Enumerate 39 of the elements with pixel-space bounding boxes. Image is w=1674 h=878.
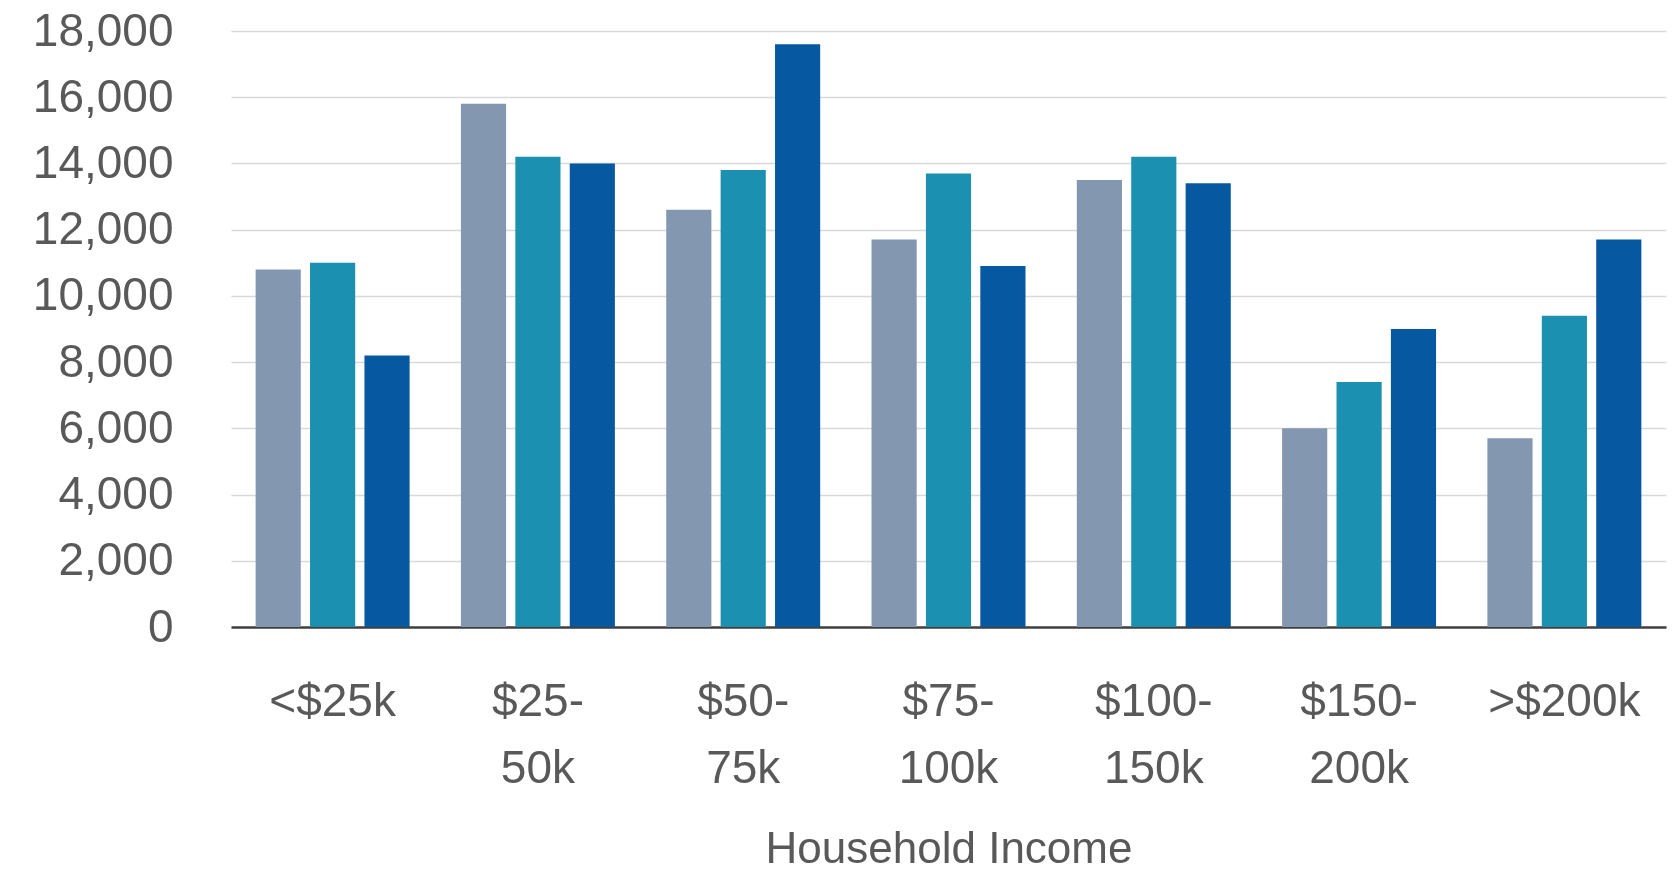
y-tick-label: 18,000 [32,3,174,56]
x-tick-label: $50-75k [697,673,790,793]
bar [364,355,410,627]
y-tick-label: 16,000 [32,69,174,122]
bar [720,170,766,627]
x-tick-label: $150-200k [1300,673,1418,793]
x-tick-label: <$25k [269,673,397,726]
bar [666,209,712,627]
bar [1076,180,1122,627]
y-tick-label: 8,000 [58,334,174,387]
y-tick-label: 2,000 [58,533,174,586]
bar [1185,183,1231,627]
y-tick-label: 4,000 [58,467,174,520]
bar [871,239,917,627]
y-tick-label: 10,000 [32,268,174,321]
bar [1390,329,1437,627]
bar [775,44,821,627]
x-tick-label: $75-100k [898,673,1000,793]
bar [310,262,356,627]
bar [925,173,972,627]
bar [515,156,561,627]
bar [569,163,615,627]
bar [255,269,301,627]
bar [1596,239,1642,627]
x-tick-label: $100-150k [1094,673,1213,793]
y-tick-label: 6,000 [58,400,174,453]
bar [460,103,507,627]
y-tick-label: 14,000 [32,135,174,188]
bar [1282,428,1328,627]
bar [980,266,1026,627]
x-tick-label: >$200k [1488,673,1642,726]
y-tick-label: 12,000 [32,202,174,255]
bar [1541,315,1587,627]
bar [1336,381,1382,627]
y-tick-label: 0 [147,599,174,652]
bar [1487,438,1533,627]
x-axis-title: Household Income [765,822,1133,872]
bar [1131,156,1177,627]
x-tick-label: $25-50k [491,673,584,793]
